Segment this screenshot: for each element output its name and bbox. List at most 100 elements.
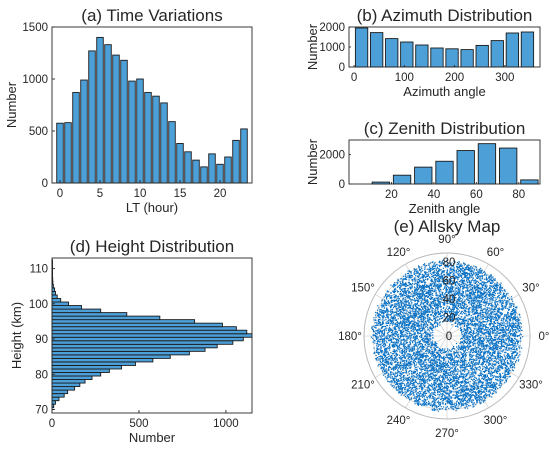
scatter-point: [491, 386, 493, 388]
scatter-point: [394, 316, 396, 319]
scatter-point: [460, 265, 462, 267]
scatter-point: [423, 286, 425, 288]
bar: [51, 340, 234, 345]
scatter-point: [390, 329, 392, 332]
scatter-point: [507, 324, 509, 327]
scatter-point: [493, 313, 495, 315]
scatter-point: [477, 293, 479, 296]
scatter-point: [492, 292, 494, 294]
scatter-point: [463, 338, 465, 340]
scatter-point: [370, 336, 372, 338]
scatter-point: [442, 304, 444, 306]
scatter-point: [413, 322, 415, 324]
scatter-point: [450, 390, 453, 392]
scatter-point: [418, 293, 420, 295]
scatter-point: [434, 392, 436, 394]
scatter-point: [414, 332, 416, 335]
scatter-point: [423, 320, 425, 322]
scatter-point: [438, 273, 440, 276]
bar: [51, 350, 190, 356]
bar: [400, 41, 414, 68]
scatter-point: [474, 332, 476, 334]
bar: [51, 396, 60, 402]
scatter-point: [408, 288, 410, 290]
scatter-point: [449, 357, 451, 359]
scatter-point: [475, 296, 477, 299]
scatter-point: [483, 316, 486, 318]
scatter-point: [436, 272, 438, 275]
scatter-point: [402, 299, 404, 301]
scatter-point: [461, 299, 464, 301]
scatter-point: [476, 348, 478, 350]
scatter-point: [437, 391, 439, 393]
bar: [505, 32, 519, 68]
scatter-point: [397, 310, 400, 313]
scatter-point: [447, 273, 449, 275]
scatter-point: [461, 366, 463, 369]
scatter-point: [416, 369, 418, 371]
scatter-point: [394, 294, 397, 296]
scatter-point: [456, 368, 459, 370]
scatter-point: [469, 349, 472, 352]
scatter-point: [411, 349, 413, 351]
scatter-point: [400, 296, 402, 298]
scatter-point: [435, 291, 437, 293]
scatter-point: [395, 352, 398, 354]
scatter-point: [440, 364, 443, 366]
scatter-point: [396, 382, 398, 384]
scatter-point: [435, 321, 437, 323]
scatter-point: [430, 403, 432, 405]
scatter-point: [472, 347, 474, 350]
scatter-point: [406, 341, 409, 344]
scatter-point: [392, 353, 394, 355]
scatter-point: [449, 379, 451, 381]
scatter-point: [479, 343, 481, 345]
scatter-point: [403, 344, 406, 346]
scatter-point: [422, 264, 424, 266]
scatter-point: [518, 359, 520, 361]
scatter-point: [502, 363, 504, 366]
scatter-point: [424, 285, 426, 288]
scatter-point: [475, 325, 477, 327]
scatter-point: [506, 375, 508, 378]
scatter-point: [459, 268, 462, 271]
scatter-point: [489, 300, 491, 302]
scatter-point: [476, 312, 478, 314]
scatter-point: [501, 350, 503, 352]
scatter-point: [437, 390, 439, 392]
scatter-point: [395, 375, 397, 377]
scatter-point: [414, 316, 416, 318]
scatter-point: [449, 382, 451, 384]
scatter-point: [431, 287, 434, 289]
scatter-point: [407, 354, 409, 356]
scatter-point: [416, 296, 418, 299]
scatter-point: [438, 402, 440, 404]
scatter-point: [379, 344, 381, 346]
scatter-point: [483, 325, 485, 327]
scatter-point: [443, 363, 445, 365]
scatter-point: [502, 376, 505, 378]
scatter-point: [508, 322, 510, 324]
scatter-point: [385, 317, 387, 319]
scatter-point: [463, 371, 466, 373]
scatter-point: [387, 360, 389, 362]
scatter-point: [479, 336, 481, 338]
scatter-point: [508, 332, 510, 334]
scatter-point: [399, 373, 401, 375]
scatter-point: [395, 381, 397, 384]
scatter-point: [388, 329, 390, 332]
scatter-point: [475, 295, 477, 298]
scatter-point: [462, 401, 464, 403]
scatter-point: [434, 266, 436, 268]
scatter-point: [407, 270, 409, 272]
scatter-point: [489, 309, 491, 311]
scatter-point: [468, 358, 471, 361]
scatter-point: [423, 373, 425, 375]
scatter-point: [401, 332, 403, 335]
scatter-point: [385, 357, 387, 359]
scatter-point: [406, 290, 408, 292]
scatter-point: [391, 345, 394, 347]
scatter-point: [414, 357, 416, 360]
scatter-point: [474, 316, 477, 319]
